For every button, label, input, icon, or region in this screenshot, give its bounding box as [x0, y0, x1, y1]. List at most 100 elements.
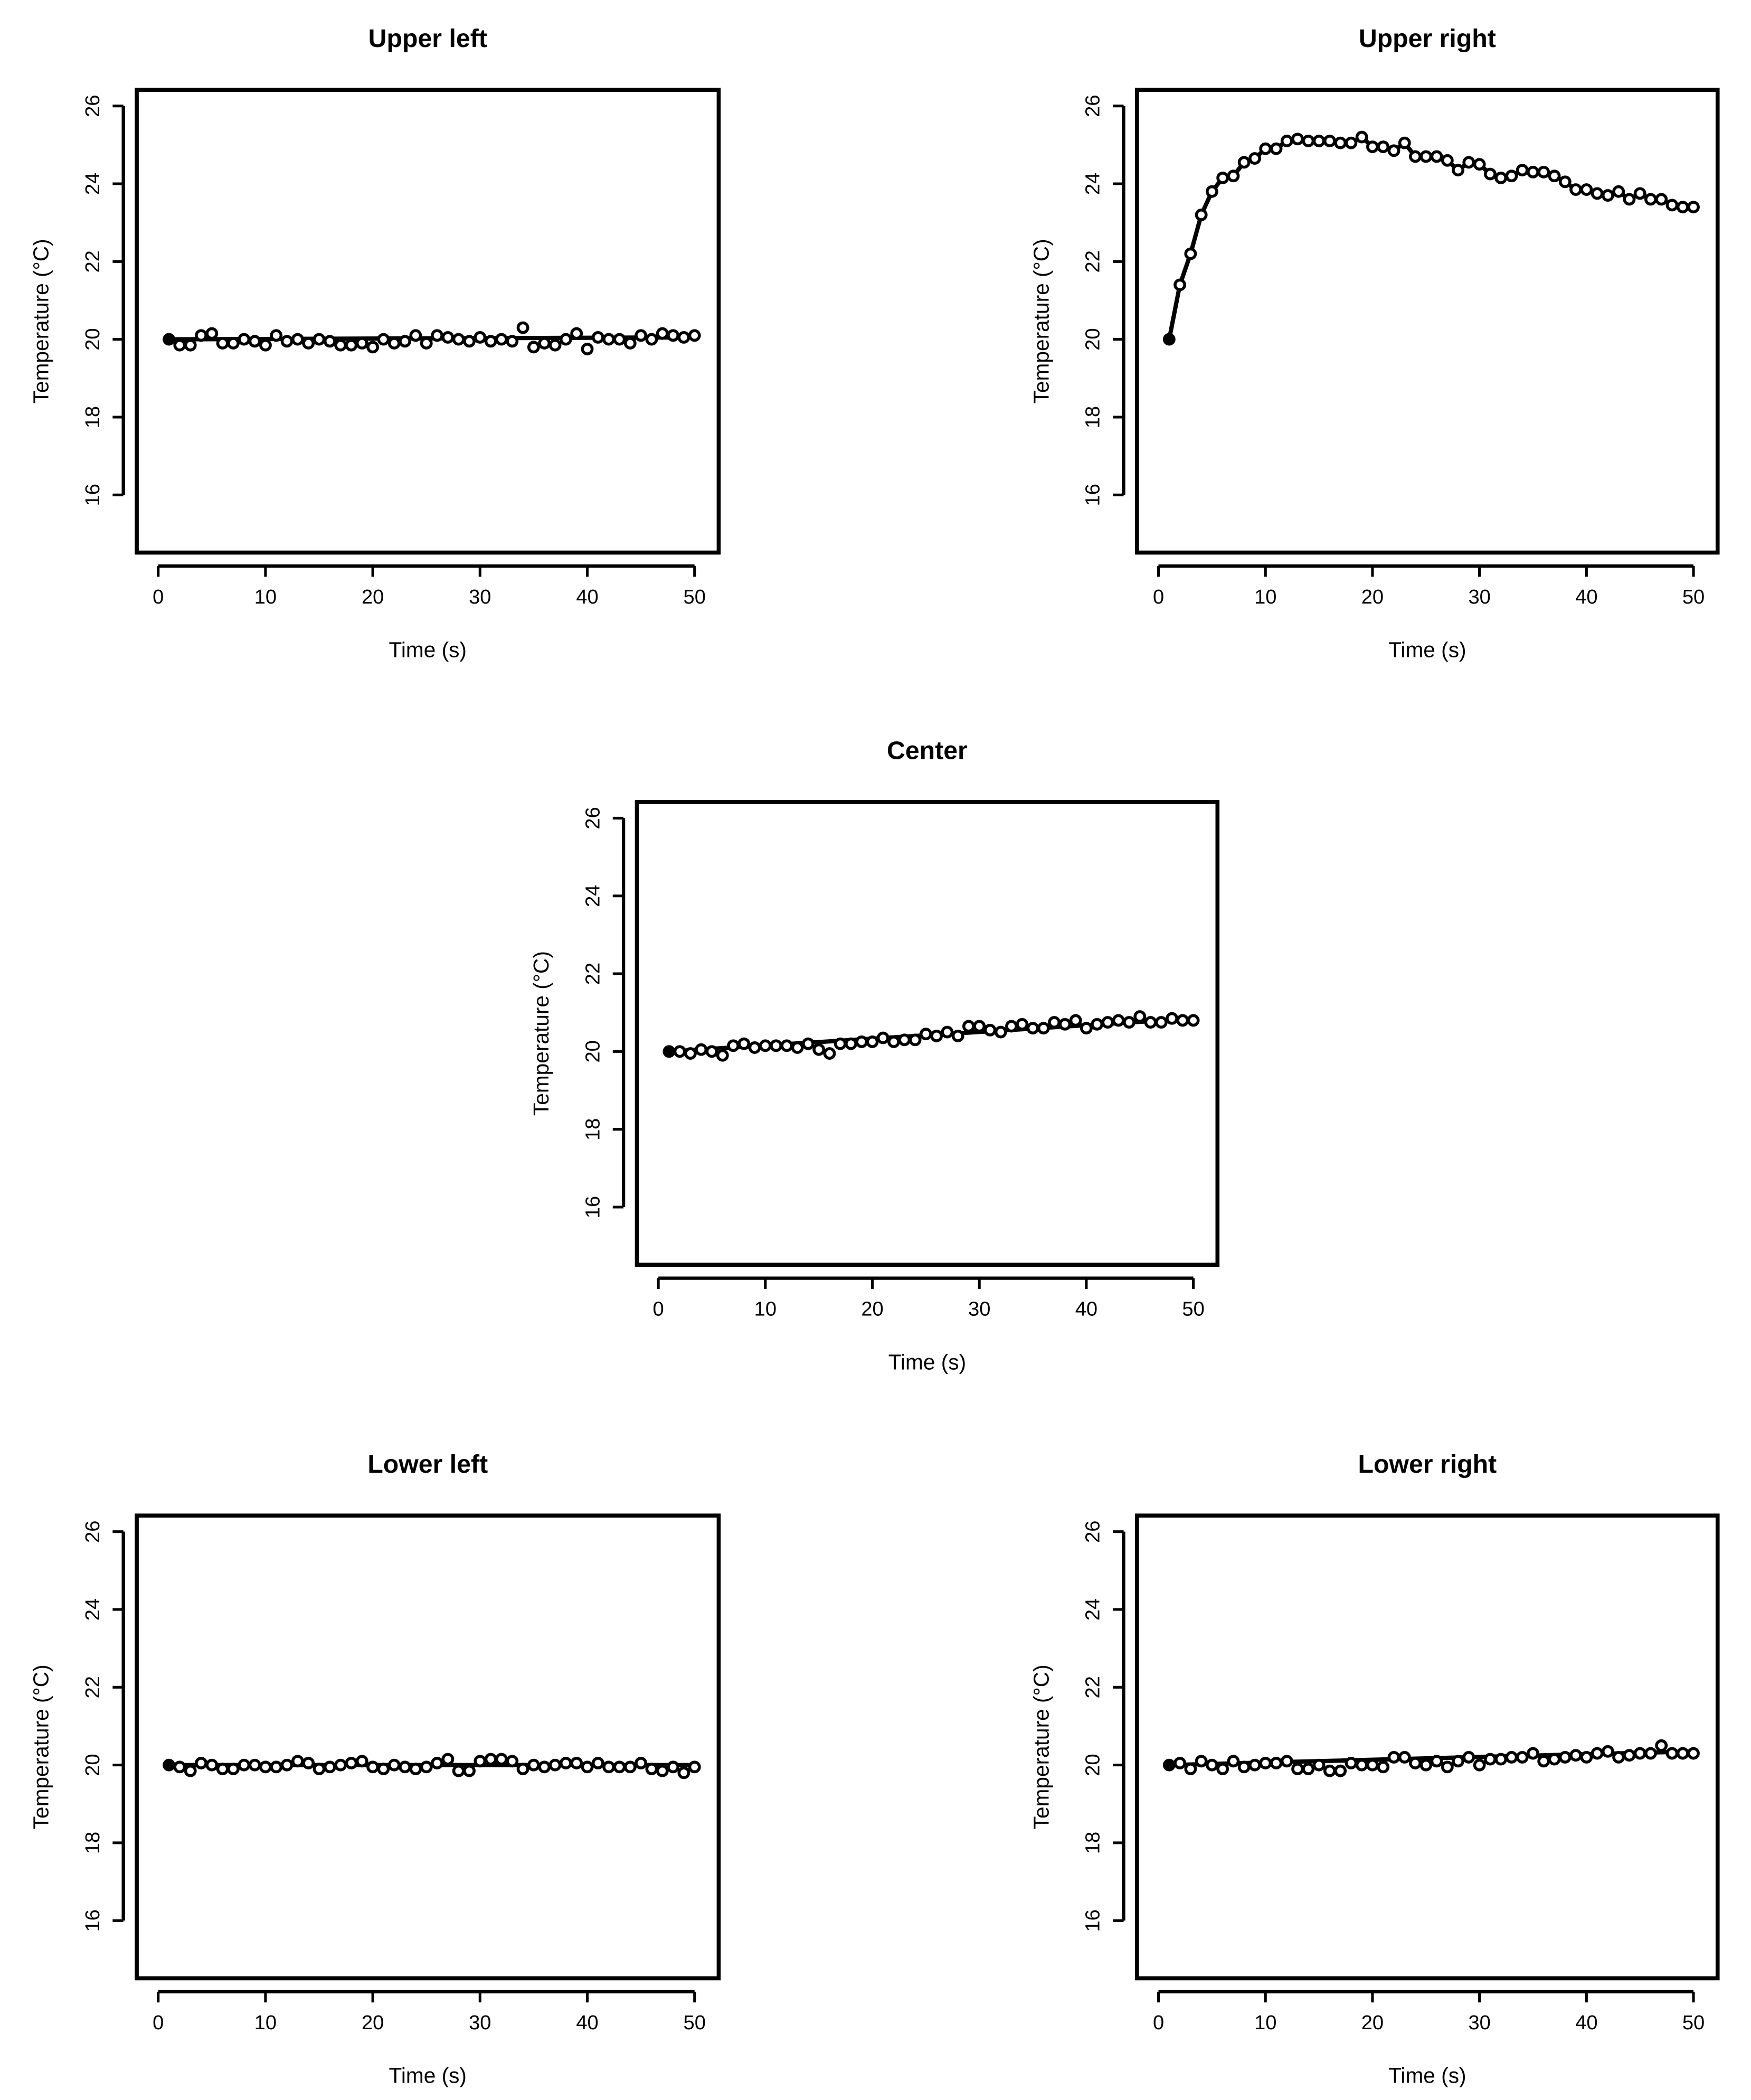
data-point: [1387, 1750, 1400, 1764]
data-point: [1441, 154, 1454, 167]
data-point: [1312, 135, 1326, 147]
data-point: [635, 329, 648, 342]
data-point: [173, 338, 186, 352]
data-point: [930, 1029, 943, 1042]
data-point: [1473, 158, 1486, 171]
x-tick-label: 40: [1575, 2012, 1597, 2034]
data-point: [1302, 1763, 1315, 1775]
y-tick-label: 24: [1082, 173, 1104, 195]
data-point: [1248, 152, 1261, 165]
data-point: [377, 1763, 390, 1775]
data-point: [1291, 1763, 1304, 1775]
chart-title: Upper left: [368, 24, 487, 53]
data-point: [1623, 193, 1636, 206]
data-point: [1205, 1758, 1218, 1772]
data-point: [216, 1763, 229, 1775]
data-point: [1184, 247, 1197, 260]
data-point: [334, 1758, 347, 1772]
data-point: [716, 1049, 729, 1062]
data-point: [623, 1760, 637, 1774]
data-point: [431, 329, 443, 342]
data-point: [538, 1760, 551, 1774]
data-point: [1026, 1022, 1039, 1035]
data-point: [302, 1757, 315, 1769]
data-point: [1005, 1020, 1018, 1033]
data-point: [1162, 1758, 1176, 1772]
data-point: [1280, 1755, 1293, 1768]
y-axis-label: Temperature (°C): [1029, 239, 1053, 403]
data-point: [812, 1043, 826, 1056]
data-point: [387, 1758, 401, 1772]
y-tick-label: 18: [82, 1832, 104, 1854]
data-point: [1419, 1758, 1433, 1772]
x-tick-label: 50: [684, 2012, 706, 2034]
data-point: [1633, 1747, 1646, 1760]
data-point: [1441, 1760, 1454, 1774]
data-point: [667, 329, 680, 342]
data-point: [677, 1766, 690, 1779]
data-point: [845, 1037, 857, 1050]
data-point: [623, 337, 637, 350]
data-point: [1091, 1018, 1104, 1031]
data-point: [1037, 1022, 1050, 1035]
x-tick-label: 40: [576, 586, 598, 608]
data-point: [823, 1047, 836, 1060]
y-tick-label: 22: [1082, 1676, 1104, 1698]
data-point: [355, 337, 368, 350]
y-tick-label: 18: [582, 1118, 604, 1141]
data-point: [1580, 183, 1593, 196]
data-point: [941, 1025, 954, 1039]
data-point: [1623, 1749, 1636, 1762]
x-tick-label: 10: [1254, 586, 1276, 608]
data-point: [227, 337, 240, 350]
data-point: [409, 1763, 422, 1775]
x-tick-label: 50: [684, 586, 706, 608]
data-point: [248, 335, 261, 348]
data-point: [1569, 183, 1582, 196]
x-tick-label: 50: [1182, 1298, 1204, 1321]
x-tick-label: 50: [1682, 2012, 1705, 2034]
chart-title: Center: [887, 737, 968, 765]
data-point: [1069, 1014, 1082, 1027]
data-point: [366, 1760, 380, 1774]
x-axis-label: Time (s): [389, 2064, 467, 2088]
x-tick-label: 30: [469, 2012, 491, 2034]
x-tick-label: 40: [1575, 586, 1597, 608]
data-point: [1527, 1747, 1539, 1760]
panel-upper-left: Upper left 0 10 20 30 40 50 Time (s) 16 18 20 22 24 2…: [29, 24, 721, 662]
data-point: [474, 331, 487, 344]
data-point: [1655, 1739, 1668, 1752]
data-point: [259, 1760, 272, 1774]
plot-frame: [135, 88, 721, 555]
data-point: [1419, 150, 1433, 163]
x-tick-label: 50: [1682, 586, 1705, 608]
data-point: [1612, 1750, 1625, 1764]
x-tick-label: 20: [1361, 2012, 1384, 2034]
data-point: [1516, 1750, 1529, 1764]
x-tick-label: 20: [362, 586, 384, 608]
data-point: [248, 1758, 261, 1772]
data-point: [441, 1753, 455, 1766]
data-point: [662, 1045, 676, 1058]
data-point: [613, 333, 626, 346]
data-point: [1016, 1018, 1029, 1031]
plot-frame: [135, 1513, 721, 1981]
series-0: [163, 321, 701, 355]
data-point: [1184, 1763, 1197, 1775]
y-tick-label: 18: [1082, 1832, 1104, 1854]
data-point: [1154, 1016, 1168, 1029]
data-point: [1355, 130, 1368, 144]
data-point: [1248, 1758, 1261, 1772]
y-tick-label: 26: [582, 807, 604, 829]
data-point: [1580, 1750, 1593, 1764]
data-point: [291, 1755, 304, 1768]
data-point: [1409, 1757, 1422, 1769]
data-point: [613, 1760, 626, 1774]
data-point: [1291, 133, 1304, 146]
x-tick-label: 0: [153, 2012, 164, 2034]
data-point: [581, 1760, 594, 1774]
data-point: [1366, 140, 1379, 153]
data-point: [559, 333, 572, 346]
series-0: [1162, 130, 1700, 346]
data-point: [259, 338, 272, 352]
